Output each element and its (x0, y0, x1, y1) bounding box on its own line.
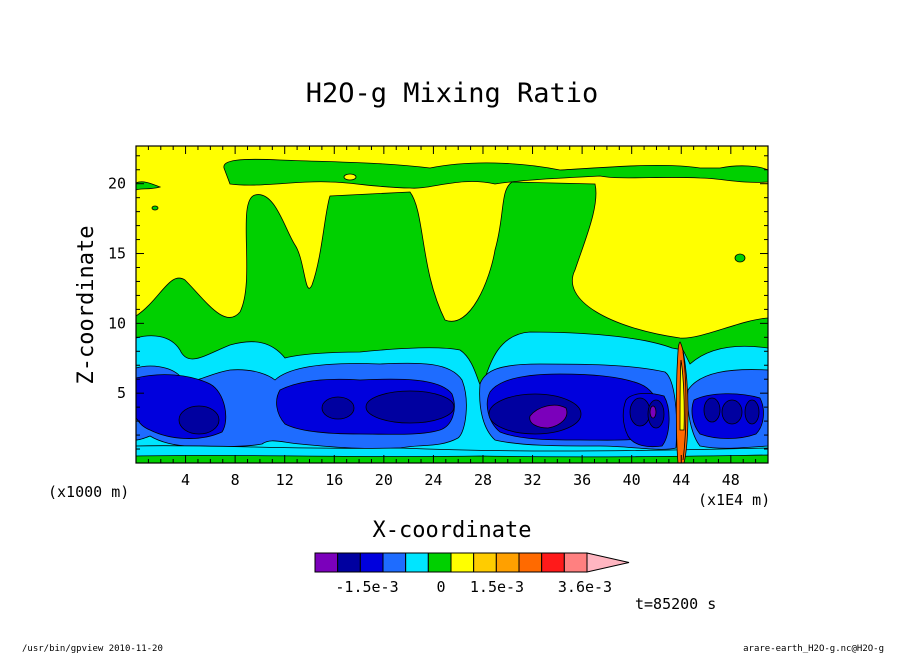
y-tick-label-1: 10 (108, 314, 126, 332)
colorbar-label-1: 0 (436, 578, 445, 596)
x-unit-left: (x1000 m) (48, 483, 129, 501)
x-tick-label-1: 8 (231, 471, 240, 489)
colorbar-label-3: 3.6e-3 (558, 578, 612, 596)
chart-title: H2O-g Mixing Ratio (306, 78, 599, 109)
x-tick-label-10: 44 (672, 471, 690, 489)
y-tick-label-0: 5 (117, 384, 126, 402)
footer-left: /usr/bin/gpview 2010-11-20 (22, 644, 163, 654)
colorbar-swatch-0 (314, 552, 339, 573)
colorbar-swatch-5 (427, 552, 452, 573)
time-label: t=85200 s (635, 595, 716, 613)
y-axis: 5 10 15 20 (108, 155, 768, 450)
x-tick-label-8: 36 (573, 471, 591, 489)
y-tick-label-2: 15 (108, 245, 126, 263)
colorbar-extension (586, 552, 630, 573)
colorbar-swatch-7 (473, 552, 497, 573)
colorbar-swatch-8 (495, 552, 520, 573)
colorbar (314, 552, 630, 573)
plot-frame (135, 145, 769, 464)
colorbar-swatch-3 (382, 552, 407, 573)
colorbar-swatch-9 (518, 552, 543, 573)
x-tick-label-4: 20 (375, 471, 393, 489)
colorbar-swatch-10 (541, 552, 565, 573)
contour-field (136, 146, 768, 463)
x-tick-label-9: 40 (623, 471, 641, 489)
colorbar-swatch-1 (337, 552, 361, 573)
x-tick-label-5: 24 (424, 471, 442, 489)
colorbar-swatch-4 (405, 552, 429, 573)
x-axis-label: X-coordinate (373, 518, 532, 543)
colorbar-label-0: -1.5e-3 (335, 578, 398, 596)
colorbar-label-2: 1.5e-3 (470, 578, 524, 596)
x-tick-label-0: 4 (181, 471, 190, 489)
x-tick-label-11: 48 (722, 471, 740, 489)
y-tick-label-3: 20 (108, 175, 126, 193)
colorbar-swatch-2 (359, 552, 384, 573)
x-tick-label-3: 16 (325, 471, 343, 489)
colorbar-labels: -1.5e-3 0 1.5e-3 3.6e-3 (335, 578, 612, 596)
x-tick-label-6: 28 (474, 471, 492, 489)
x-unit-right: (x1E4 m) (698, 491, 770, 509)
footer-right: arare-earth_H2O-g.nc@H2O-g (743, 644, 884, 654)
x-axis: 4 8 12 16 20 24 28 32 36 40 44 48 (147, 146, 757, 489)
x-tick-label-7: 32 (524, 471, 542, 489)
x-tick-label-2: 12 (276, 471, 294, 489)
colorbar-swatch-11 (563, 552, 588, 573)
colorbar-swatch-6 (450, 552, 475, 573)
y-axis-label: Z-coordinate (74, 226, 99, 385)
